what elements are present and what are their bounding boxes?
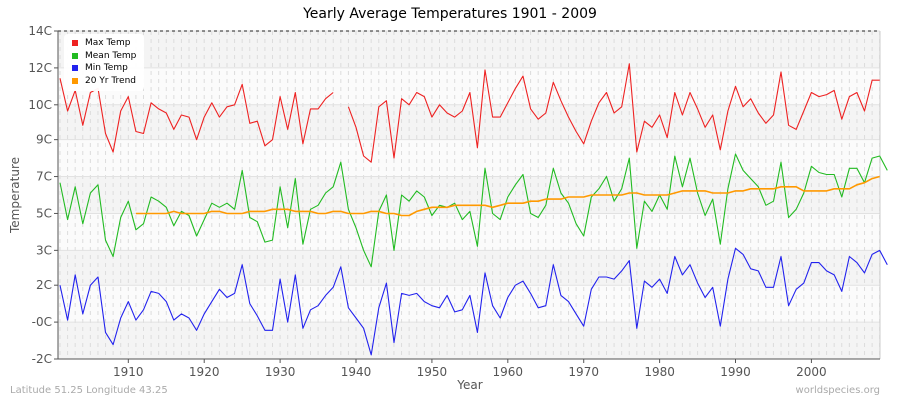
legend-label: Mean Temp — [85, 50, 137, 61]
x-tick-label: 1960 — [493, 365, 524, 379]
x-tick-label: 1920 — [189, 365, 220, 379]
x-tick-label: 1910 — [113, 365, 144, 379]
y-tick-label: 9C — [36, 133, 52, 147]
legend-label: Max Temp — [85, 38, 131, 49]
location-caption: Latitude 51.25 Longitude 43.25 — [10, 385, 168, 396]
source-credit: worldspecies.org — [795, 385, 880, 396]
x-tick-label: 1950 — [417, 365, 448, 379]
series-line-max-temp — [59, 63, 880, 163]
legend-label: 20 Yr Trend — [85, 75, 137, 86]
legend-label: Min Temp — [85, 63, 128, 74]
legend-item-mean-temp[interactable]: Mean Temp — [72, 50, 136, 63]
legend: Max Temp Mean Temp Min Temp 20 Yr Trend — [64, 34, 145, 91]
y-tick-label: -0C — [32, 315, 52, 329]
legend-item-trend[interactable]: 20 Yr Trend — [72, 75, 136, 88]
x-axis-ticks: 1910 1920 1930 1940 1950 1960 1970 1980 1990 2000 — [113, 359, 827, 379]
legend-item-max-temp[interactable]: Max Temp — [72, 37, 136, 50]
y-tick-label: 3C — [36, 243, 52, 257]
x-tick-label: 1930 — [265, 365, 296, 379]
y-tick-label: 14C — [28, 24, 52, 38]
legend-swatch-trend — [72, 77, 78, 84]
y-tick-label: 7C — [36, 170, 52, 184]
series-line-20-yr-trend — [135, 175, 880, 217]
x-axis-label: Year — [457, 378, 483, 392]
x-tick-label: 2000 — [796, 365, 827, 379]
series-line-mean-temp — [59, 153, 888, 268]
x-tick-label: 1970 — [568, 365, 599, 379]
legend-swatch-max — [72, 40, 78, 47]
legend-swatch-min — [72, 65, 78, 72]
vertical-gridlines — [59, 31, 881, 359]
y-tick-label: 5C — [36, 206, 52, 220]
y-tick-label: 10C — [28, 98, 52, 112]
legend-swatch-mean — [72, 52, 78, 59]
x-tick-label: 1980 — [644, 365, 675, 379]
y-axis-ticks: 14C 12C 10C 9C 7C 5C 3C 2C -0C -2C — [28, 24, 58, 366]
series-line-min-temp — [59, 247, 888, 356]
series-lines — [59, 63, 888, 356]
chart-title: Yearly Average Temperatures 1901 - 2009 — [303, 6, 597, 22]
legend-item-min-temp[interactable]: Min Temp — [72, 62, 136, 75]
y-tick-label: 2C — [36, 278, 52, 292]
y-axis-label: Temperature — [8, 156, 22, 234]
x-tick-label: 1990 — [720, 365, 751, 379]
y-tick-label: 12C — [28, 61, 52, 75]
y-tick-label: -2C — [32, 352, 52, 366]
x-tick-label: 1940 — [341, 365, 372, 379]
